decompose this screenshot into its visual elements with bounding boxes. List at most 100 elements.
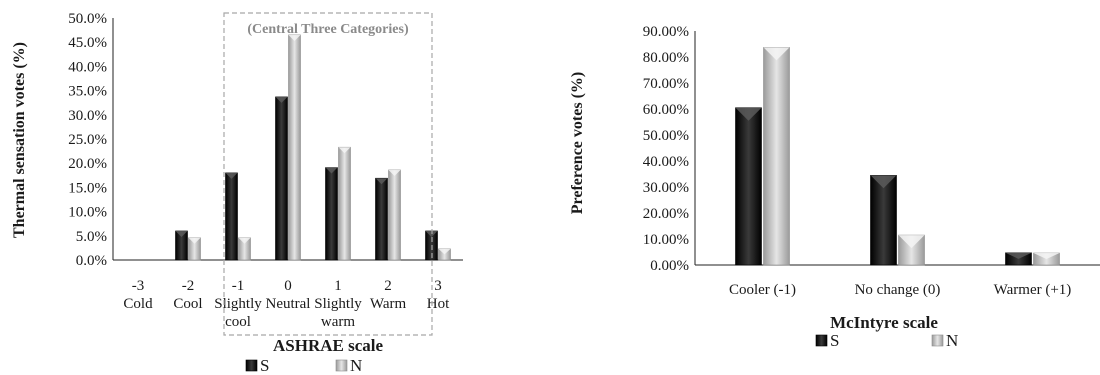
x-category-label: cool [225,314,251,330]
right-y-ticks: 0.00% 10.00% 20.00% 30.00% 40.00% 50.00% 60.00… [643,24,689,274]
bar-body [763,47,790,266]
bar-bevel [288,34,301,41]
left-y-ticks: 0.0% 5.0% 10.0% 15.0% 20.0% 25.0% 30.0% 35.0% 40… [68,11,107,269]
x-category-label: Hot [427,296,450,312]
y-tick-label: 80.00% [643,50,689,66]
bar-n-2 [1033,252,1060,266]
right-x-ticks: Cooler (-1) No change (0) Warmer (+1) [729,282,1071,298]
y-tick-label: 30.00% [643,180,689,196]
bar-body [338,146,351,261]
bar-body [388,169,401,261]
left-bars [175,34,451,261]
bar-bevel [325,167,338,174]
y-tick-label: 10.0% [68,205,107,221]
right-x-axis-title: McIntyre scale [830,313,938,332]
preference-chart: Preference votes (%) 0.00% 10.00% 20.00% 30… [569,24,1100,350]
x-category-label: Cooler (-1) [729,282,796,298]
x-category-label: Warm [370,296,407,312]
y-tick-label: 40.00% [643,154,689,170]
x-category-label: Cool [173,296,202,312]
legend-label-s: S [830,331,839,350]
bar-n-1 [898,234,925,266]
bar-body [225,172,238,261]
central-categories-annotation: (Central Three Categories) [247,22,409,37]
bar-n-5 [388,169,401,261]
x-category-label: -1 [232,278,245,294]
y-tick-label: 50.0% [68,11,107,27]
y-tick-label: 30.0% [68,108,107,124]
left-x-axis-title: ASHRAE scale [273,336,383,355]
bar-s-0 [735,107,762,266]
bar-n-3 [288,34,301,261]
bar-body [375,177,388,261]
bar-body [870,175,897,266]
y-tick-label: 0.0% [76,253,107,269]
y-tick-label: 40.0% [68,59,107,75]
y-tick-label: 5.0% [76,229,107,245]
left-y-axis-title: Thermal sensation votes (%) [11,42,28,238]
y-tick-label: 60.00% [643,102,689,118]
x-category-label: warm [321,314,355,330]
right-bars [735,47,1060,266]
y-tick-label: 15.0% [68,180,107,196]
bar-s-5 [375,177,388,261]
x-category-label: Neutral [266,296,311,312]
legend-label-n: N [946,331,958,350]
legend-label-n: N [350,356,362,375]
bar-body [325,167,338,261]
bar-n-2 [238,237,251,261]
bar-s-4 [325,167,338,261]
bar-s-2 [1005,252,1032,266]
bar-bevel [763,47,790,61]
bar-s-1 [870,175,897,266]
x-category-label: 1 [334,278,342,294]
y-tick-label: 50.00% [643,128,689,144]
bar-bevel [338,147,351,154]
x-category-label: 0 [284,278,292,294]
right-y-axis-title: Preference votes (%) [569,72,586,214]
bar-s-2 [225,172,238,261]
x-category-label: Slightly [314,296,362,312]
bar-s-3 [275,96,288,261]
bar-bevel [388,169,401,176]
bar-bevel [1005,252,1032,259]
x-category-label: Slightly [214,296,262,312]
bar-n-4 [338,146,351,261]
bar-bevel [188,237,201,244]
bar-n-0 [763,47,790,266]
y-tick-label: 90.00% [643,24,689,40]
bar-n-6 [438,248,451,261]
bar-bevel [238,237,251,244]
bar-bevel [870,175,897,189]
y-tick-label: 20.00% [643,206,689,222]
legend-swatch-s [815,334,828,347]
legend-swatch-s [245,359,258,372]
thermal-sensation-chart: Thermal sensation votes (%) 0.0%5.0%10.0… [11,11,463,375]
bar-body [288,34,301,261]
bar-bevel [225,172,238,179]
bar-bevel [375,178,388,185]
x-category-label: Cold [123,296,153,312]
bar-bevel [735,107,762,121]
y-tick-label: 35.0% [68,84,107,100]
y-tick-label: 0.00% [650,258,689,274]
bar-n-1 [188,237,201,261]
x-category-label: 2 [384,278,392,294]
y-tick-label: 20.0% [68,156,107,172]
x-category-label: -2 [182,278,195,294]
y-tick-label: 70.00% [643,76,689,92]
left-x-ticks: -3 Cold -2 Cool -1 Slightly cool 0 Neutral 1 Sligh… [123,278,450,330]
bar-bevel [898,235,925,249]
y-tick-label: 25.0% [68,132,107,148]
bar-s-1 [175,230,188,261]
x-category-label: No change (0) [855,282,941,298]
x-category-label: -3 [132,278,145,294]
legend-swatch-n [931,334,944,347]
legend-label-s: S [260,356,269,375]
bar-body [275,96,288,261]
x-category-label: 3 [434,278,442,294]
x-category-label: Warmer (+1) [994,282,1072,298]
